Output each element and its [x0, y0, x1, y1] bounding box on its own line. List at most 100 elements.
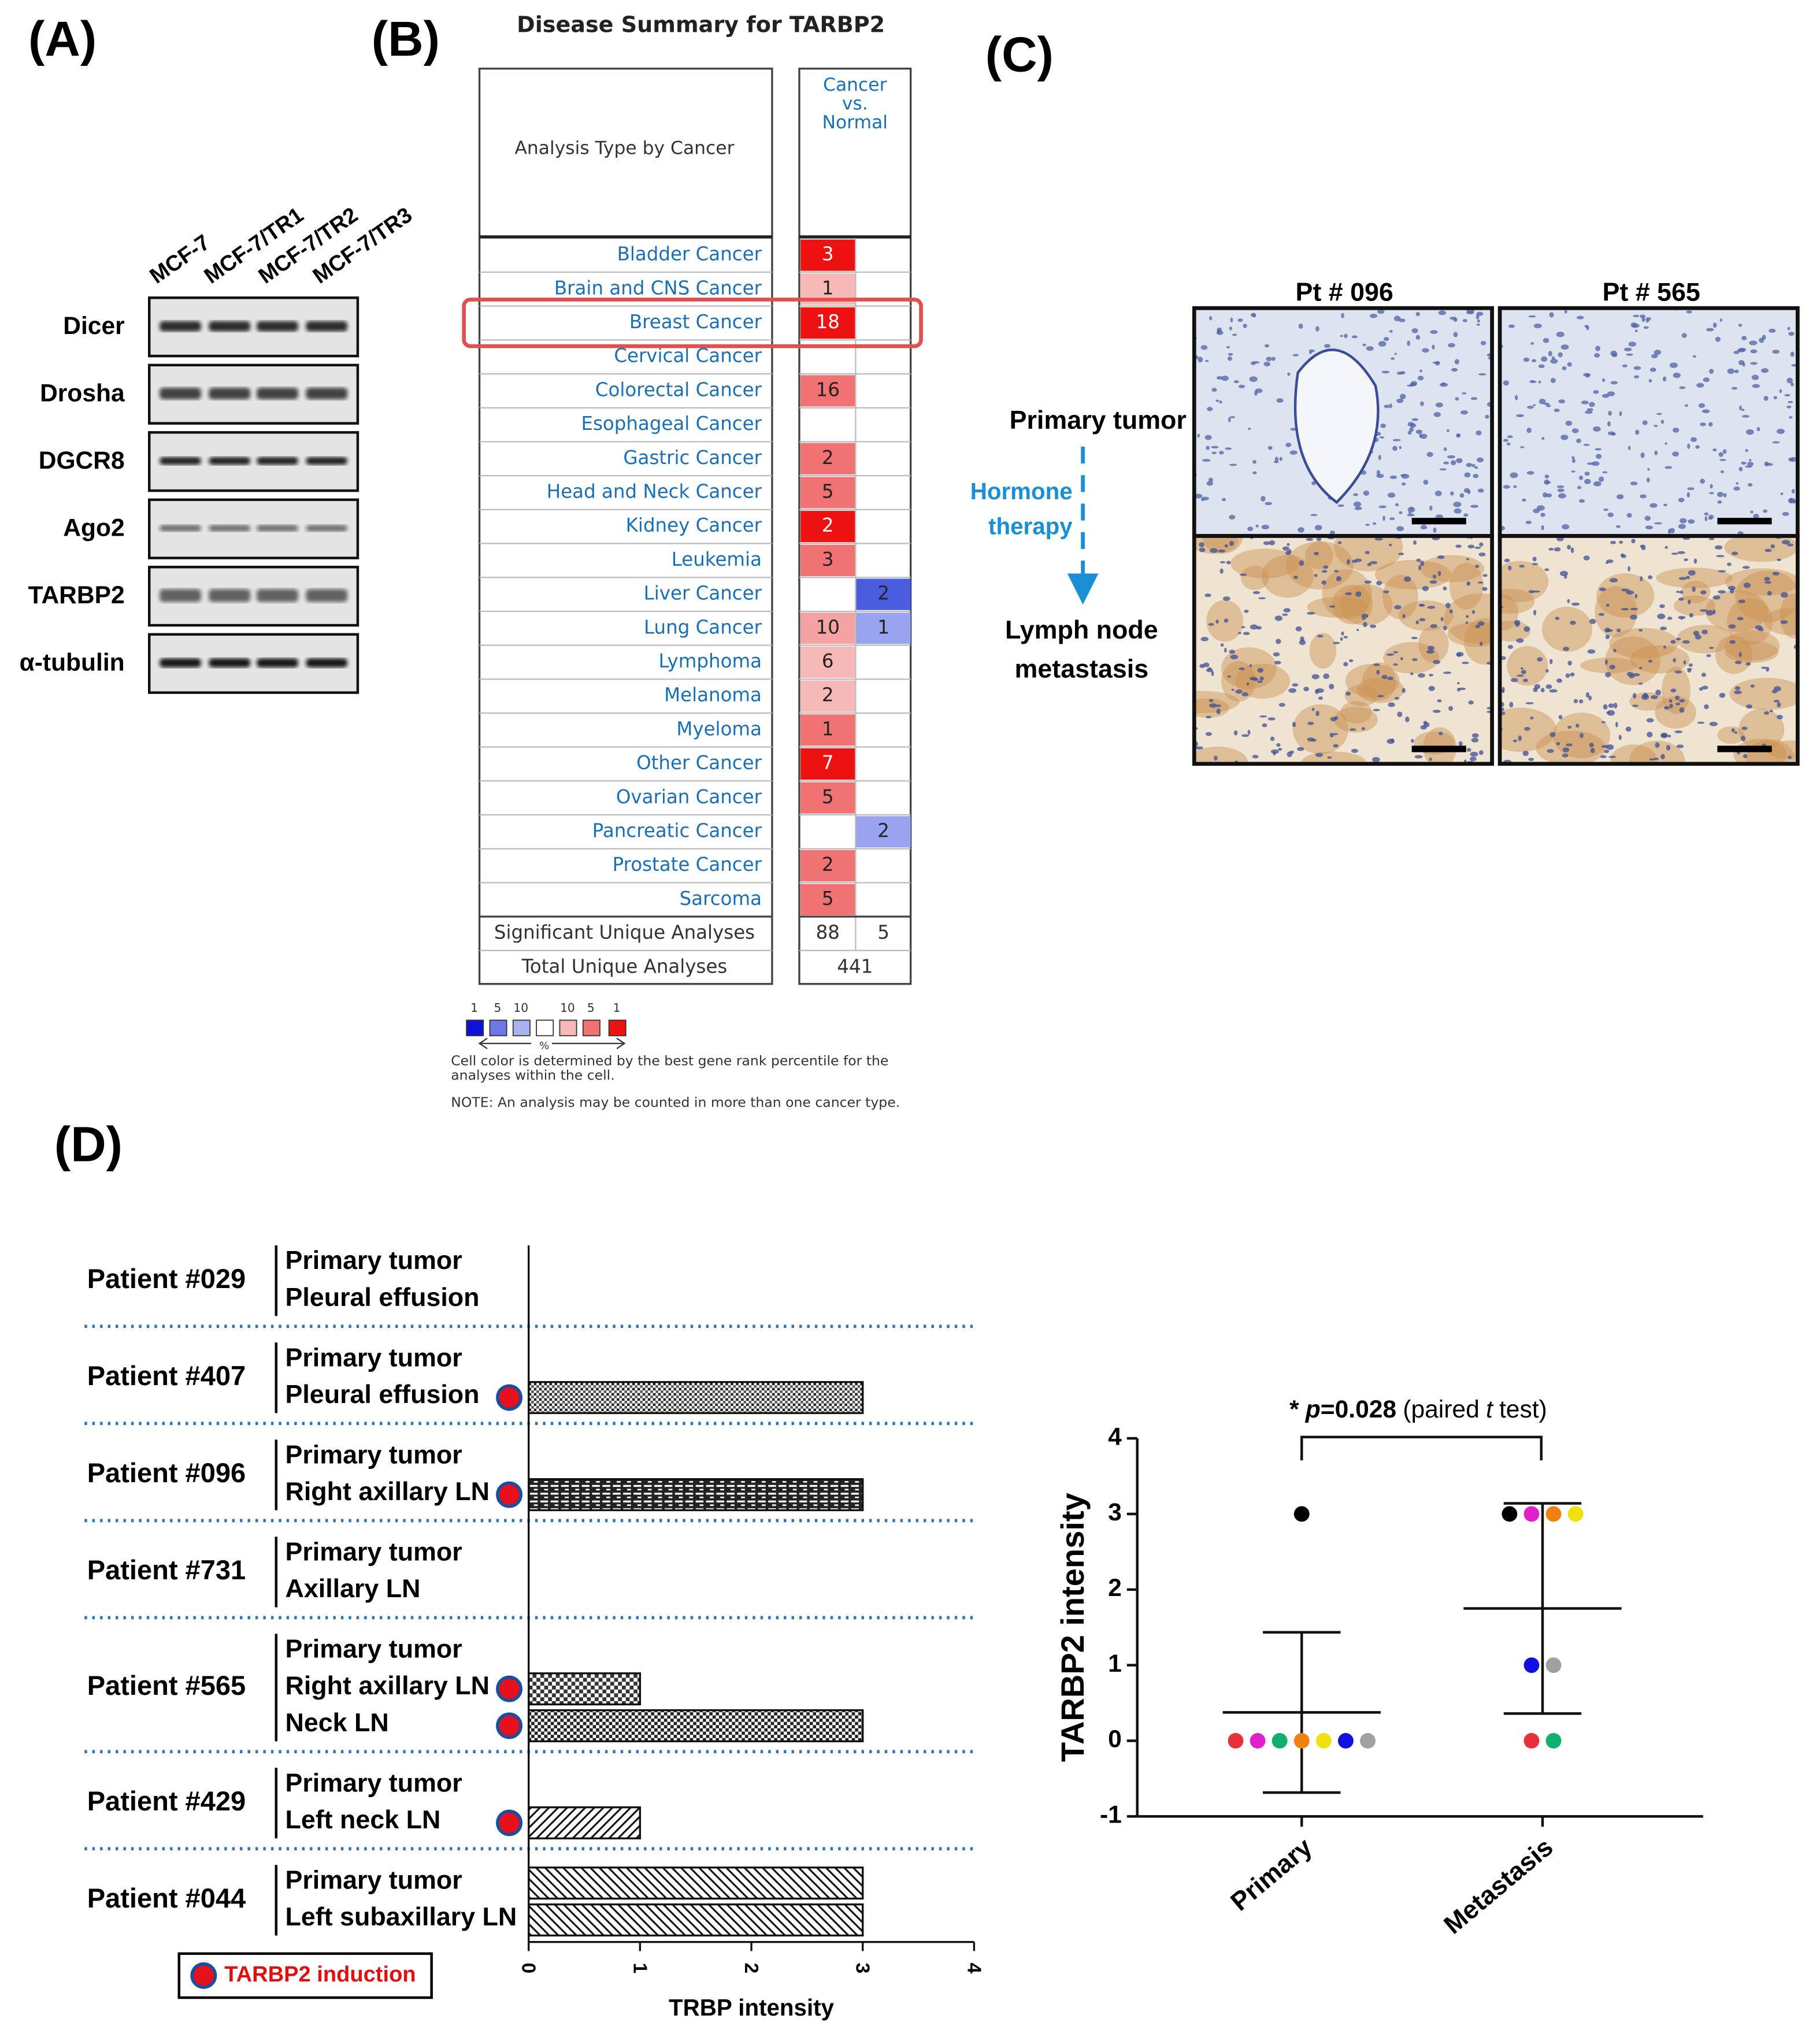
tissue-nucleus — [1351, 559, 1358, 563]
tissue-nucleus — [1564, 310, 1567, 314]
tissue-nucleus — [1250, 624, 1258, 630]
data-point — [1545, 1506, 1562, 1522]
tissue-stain — [1595, 586, 1637, 637]
tissue-nucleus — [1680, 617, 1683, 620]
tissue-nucleus — [1410, 672, 1414, 676]
tissue-nucleus — [1684, 558, 1688, 562]
tissue-nucleus — [1578, 499, 1585, 503]
tissue-nucleus — [1403, 576, 1411, 582]
tissue-nucleus — [1229, 540, 1235, 546]
tissue-nucleus — [1249, 664, 1252, 667]
tissue-nucleus — [1443, 671, 1452, 674]
patient-label: Patient #044 — [87, 1883, 246, 1913]
tissue-nucleus — [1476, 314, 1480, 320]
tissue-nucleus — [1249, 677, 1258, 681]
tissue-nucleus — [1393, 651, 1399, 654]
cell-count: 2 — [822, 514, 834, 536]
tissue-nucleus — [1549, 689, 1558, 693]
cancer-name: Ovarian Cancer — [616, 786, 762, 808]
tissue-nucleus — [1353, 493, 1358, 496]
tissue-nucleus — [1429, 673, 1434, 677]
cell-color — [800, 748, 855, 780]
tissue-nucleus — [1727, 562, 1732, 566]
tissue-nucleus — [1443, 461, 1450, 465]
tissue-nucleus — [1246, 682, 1250, 686]
tissue-nucleus — [1443, 447, 1447, 451]
tissue-nucleus — [1241, 734, 1250, 737]
tissue-nucleus — [1306, 538, 1313, 541]
tissue-nucleus — [1415, 429, 1422, 435]
tissue-nucleus — [1793, 499, 1796, 504]
tissue-nucleus — [1626, 513, 1632, 518]
tissue-nucleus — [1560, 344, 1569, 350]
tissue-nucleus — [1554, 547, 1561, 552]
tissue-nucleus — [1522, 678, 1528, 682]
tissue-nucleus — [1295, 626, 1302, 632]
tissue-nucleus — [1702, 629, 1708, 634]
tissue-nucleus — [1407, 422, 1414, 427]
tissue-nucleus — [1550, 732, 1556, 737]
ihc-image — [1194, 536, 1492, 764]
tissue-nucleus — [1227, 675, 1231, 678]
tissue-nucleus — [1673, 372, 1681, 378]
tissue-nucleus — [1706, 328, 1714, 332]
tissue-stain — [1729, 678, 1798, 710]
tissue-nucleus — [1272, 357, 1276, 361]
data-point — [1524, 1657, 1540, 1673]
tissue-nucleus — [1384, 404, 1390, 409]
tissue-nucleus — [1700, 609, 1708, 612]
annotation-part: p — [1305, 1396, 1321, 1423]
tissue-stain — [1725, 568, 1798, 596]
tissue-nucleus — [1388, 702, 1395, 707]
cancer-name: Kidney Cancer — [626, 514, 762, 536]
tissue-nucleus — [1691, 437, 1697, 442]
tissue-nucleus — [1710, 484, 1713, 489]
tissue-nucleus — [1533, 610, 1537, 616]
cell-count: 2 — [822, 684, 834, 706]
data-point — [1228, 1733, 1244, 1749]
x-tick-label: 2 — [740, 1962, 762, 1973]
tissue-nucleus — [1333, 744, 1339, 748]
tissue-nucleus — [1216, 708, 1221, 715]
tissue-nucleus — [1551, 356, 1555, 360]
tissue-nucleus — [1306, 611, 1315, 615]
tissue-nucleus — [1454, 508, 1462, 514]
tissue-nucleus — [1780, 592, 1788, 598]
y-axis-label: TARBP2 intensity — [1054, 1493, 1091, 1762]
tissue-nucleus — [1558, 715, 1563, 719]
tissue-nucleus — [1639, 494, 1647, 499]
tissue-nucleus — [1687, 487, 1695, 491]
tissue-stain — [1580, 658, 1638, 674]
legend-label: TARBP2 induction — [224, 1962, 416, 1987]
tissue-nucleus — [1478, 552, 1486, 556]
tissue-stain — [1422, 727, 1457, 764]
tissue-nucleus — [1435, 402, 1443, 408]
tissue-nucleus — [1610, 540, 1617, 544]
tissue-nucleus — [1471, 610, 1476, 614]
tissue-nucleus — [1676, 744, 1684, 748]
tissue-nucleus — [1288, 549, 1292, 554]
tissue-nucleus — [1704, 704, 1709, 710]
tissue-nucleus — [1745, 465, 1752, 468]
tissue-nucleus — [1515, 622, 1520, 627]
panel-label: (D) — [54, 1118, 123, 1172]
data-point — [1502, 1506, 1518, 1522]
tissue-nucleus — [1526, 428, 1532, 433]
tissue-nucleus — [1763, 711, 1770, 715]
tissue-nucleus — [1684, 404, 1689, 407]
tissue-nucleus — [1640, 576, 1643, 582]
tissue-nucleus — [1751, 374, 1759, 380]
tissue-stain — [1194, 691, 1240, 714]
tissue-nucleus — [1651, 695, 1658, 699]
tissue-nucleus — [1692, 586, 1696, 592]
tissue-nucleus — [1752, 384, 1760, 388]
tissue-nucleus — [1401, 482, 1406, 486]
tissue-nucleus — [1369, 624, 1377, 628]
tissue-nucleus — [1267, 446, 1273, 450]
blot-band — [306, 321, 348, 332]
tissue-nucleus — [1712, 448, 1717, 452]
tissue-nucleus — [1678, 577, 1687, 580]
tissue-nucleus — [1577, 485, 1582, 489]
tissue-nucleus — [1392, 439, 1401, 441]
tissue-nucleus — [1341, 631, 1344, 636]
